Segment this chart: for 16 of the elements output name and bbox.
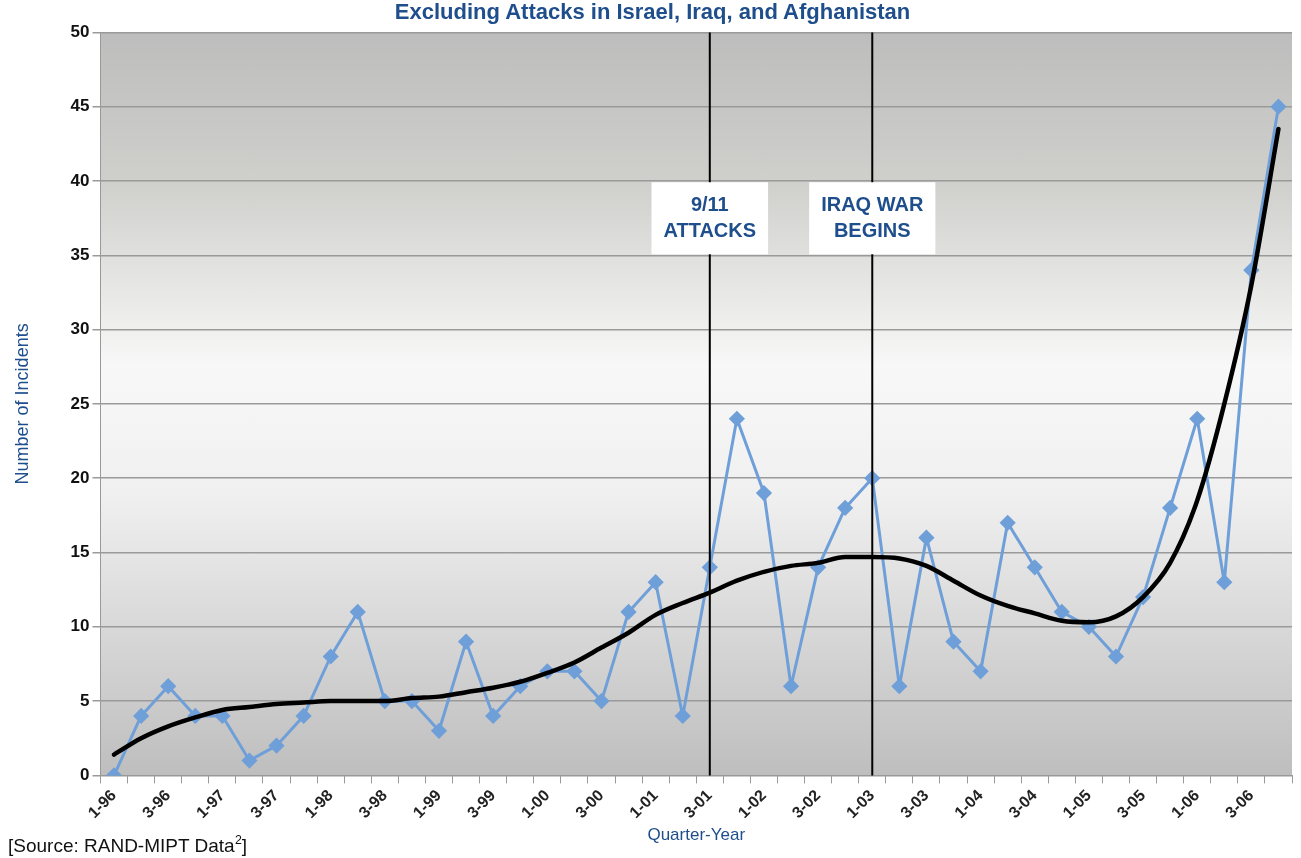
y-tick-label: 30 (70, 319, 90, 339)
y-tick-label: 25 (70, 393, 90, 413)
chart-title: Excluding Attacks in Israel, Iraq, and Afghanistan (394, 0, 911, 25)
y-tick-label: 15 (70, 542, 90, 562)
y-tick-label: 40 (70, 170, 90, 190)
x-axis-title: Quarter-Year (647, 825, 746, 845)
y-tick-label: 5 (80, 690, 90, 710)
y-tick-label: 35 (70, 244, 90, 264)
y-tick-label: 50 (70, 22, 90, 42)
ref-line-label: 9/11 ATTACKS (663, 192, 757, 241)
y-axis-title: Number of Incidents (11, 323, 32, 485)
ref-line-label: IRAQ WAR BEGINS (821, 192, 924, 241)
y-tick-label: 45 (70, 96, 90, 116)
y-tick-label: 10 (70, 616, 90, 636)
y-tick-label: 20 (70, 467, 90, 487)
y-tick-label: 0 (80, 765, 90, 785)
